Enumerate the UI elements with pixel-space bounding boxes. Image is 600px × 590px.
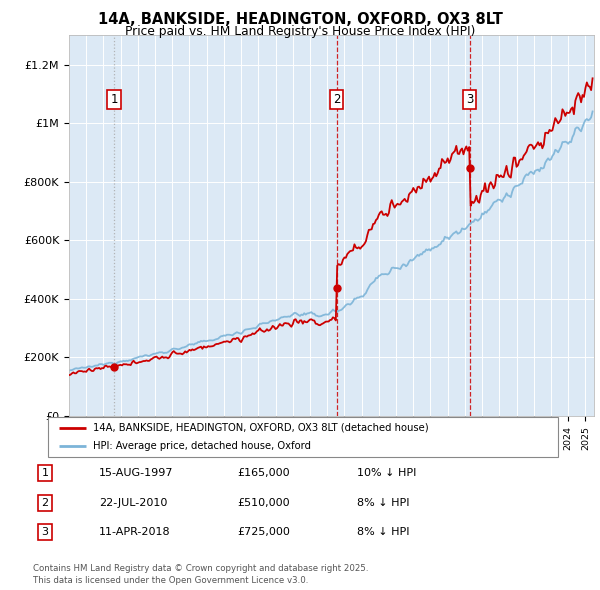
FancyBboxPatch shape (48, 417, 558, 457)
Text: 3: 3 (466, 93, 473, 106)
Text: £510,000: £510,000 (237, 498, 290, 507)
Text: 3: 3 (41, 527, 49, 537)
Text: 2: 2 (333, 93, 340, 106)
Text: HPI: Average price, detached house, Oxford: HPI: Average price, detached house, Oxfo… (93, 441, 311, 451)
Text: 8% ↓ HPI: 8% ↓ HPI (357, 527, 409, 537)
Text: Price paid vs. HM Land Registry's House Price Index (HPI): Price paid vs. HM Land Registry's House … (125, 25, 475, 38)
Text: £165,000: £165,000 (237, 468, 290, 478)
Text: 8% ↓ HPI: 8% ↓ HPI (357, 498, 409, 507)
Text: 14A, BANKSIDE, HEADINGTON, OXFORD, OX3 8LT: 14A, BANKSIDE, HEADINGTON, OXFORD, OX3 8… (98, 12, 502, 27)
Text: 22-JUL-2010: 22-JUL-2010 (99, 498, 167, 507)
Text: 1: 1 (110, 93, 118, 106)
Text: 14A, BANKSIDE, HEADINGTON, OXFORD, OX3 8LT (detached house): 14A, BANKSIDE, HEADINGTON, OXFORD, OX3 8… (93, 423, 428, 433)
Text: 2: 2 (41, 498, 49, 507)
Text: 10% ↓ HPI: 10% ↓ HPI (357, 468, 416, 478)
Text: Contains HM Land Registry data © Crown copyright and database right 2025.
This d: Contains HM Land Registry data © Crown c… (33, 565, 368, 585)
Text: 1: 1 (41, 468, 49, 478)
Text: £725,000: £725,000 (237, 527, 290, 537)
Text: 11-APR-2018: 11-APR-2018 (99, 527, 170, 537)
Text: 15-AUG-1997: 15-AUG-1997 (99, 468, 173, 478)
